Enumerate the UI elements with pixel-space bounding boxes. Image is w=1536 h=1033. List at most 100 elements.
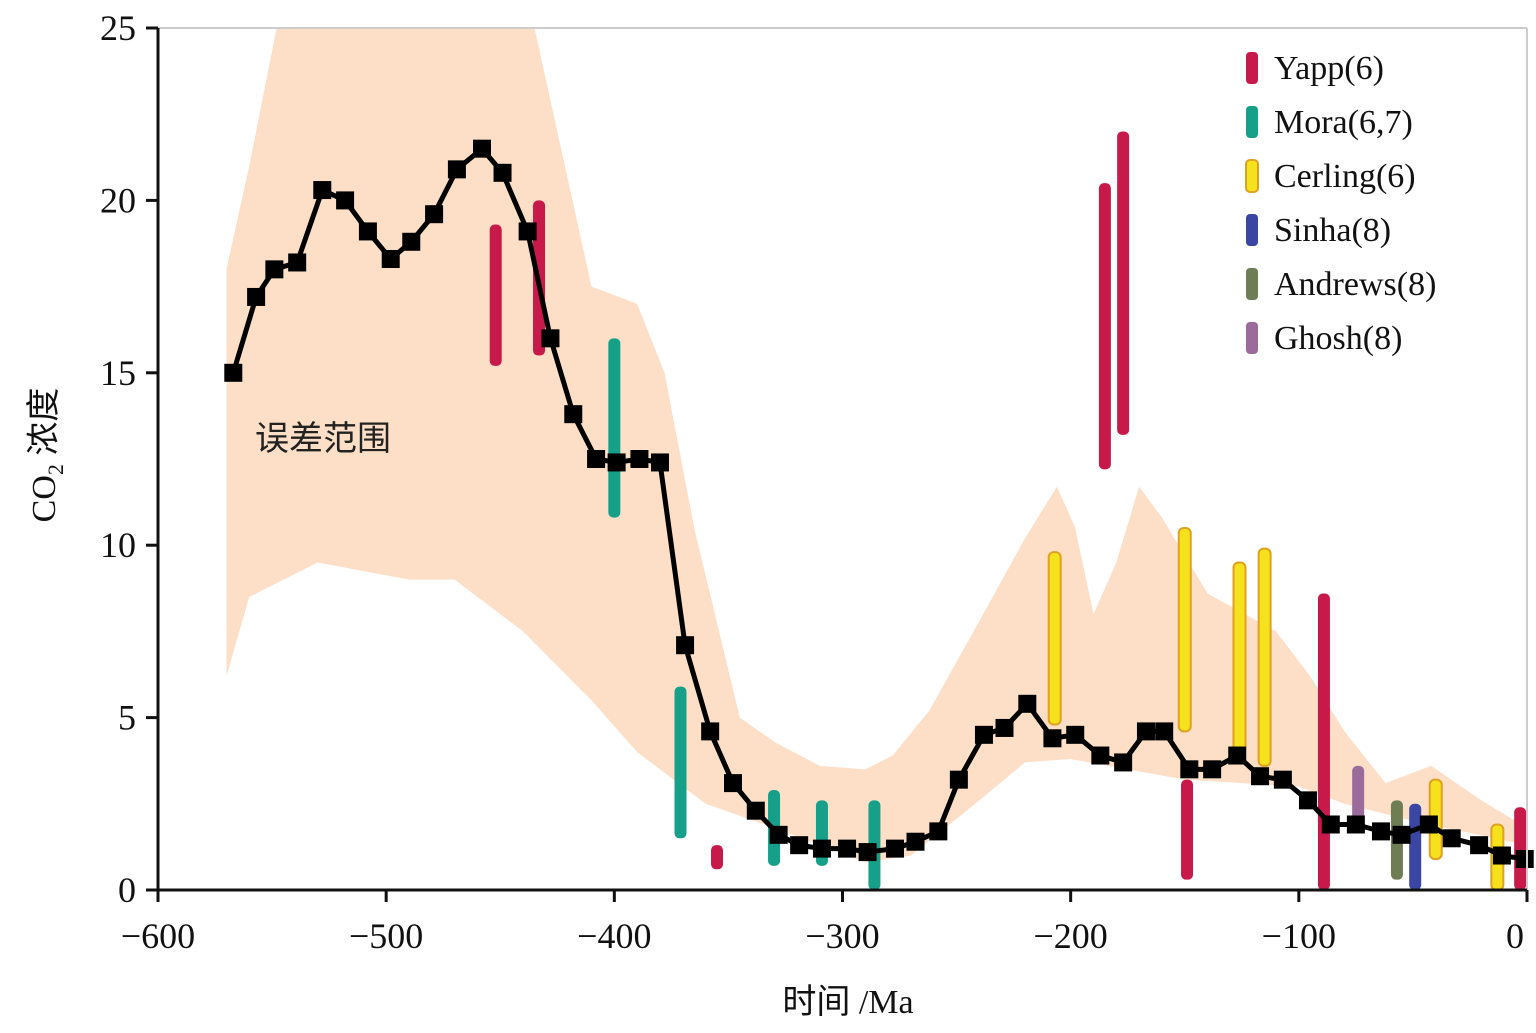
series-point-24 (769, 825, 788, 844)
legend-label-4: Andrews(8) (1274, 266, 1436, 303)
series-point-49 (1346, 815, 1365, 834)
series-point-21 (701, 722, 720, 741)
legend-swatch-1 (1246, 106, 1258, 138)
proxy-bar-2-0 (1047, 551, 1062, 726)
legend-swatch-5 (1246, 322, 1258, 354)
proxy-bar-0-7 (1514, 807, 1527, 890)
series-point-54 (1470, 836, 1489, 855)
series-point-53 (1442, 829, 1461, 848)
proxy-bar-2-2 (1232, 561, 1247, 754)
series-point-7 (381, 250, 400, 269)
legend: Yapp(6) Mora(6,7) Cerling(6) Sinha(8) Andrew… (1245, 50, 1436, 357)
series-point-56 (1515, 849, 1534, 868)
series-point-41 (1155, 722, 1174, 741)
y-axis-label-main: CO (26, 475, 63, 522)
x-tick-label: −300 (805, 916, 879, 956)
proxy-bar-1-0 (608, 338, 621, 518)
proxy-bar-5-0 (1352, 765, 1365, 825)
series-point-30 (906, 832, 925, 851)
series-point-1 (247, 287, 266, 306)
x-tick-label: −600 (121, 916, 195, 956)
y-axis-label-subscript: 2 (43, 464, 68, 475)
series-point-16 (587, 450, 606, 468)
series-point-27 (838, 839, 857, 858)
legend-swatch-2 (1245, 159, 1259, 193)
series-point-22 (723, 774, 742, 793)
y-axis-label-rest: 浓度 (25, 388, 63, 465)
x-tick-label: −100 (1262, 916, 1336, 956)
x-tick-label: −500 (349, 916, 423, 956)
series-point-37 (1066, 725, 1085, 744)
y-tick-label: 0 (118, 870, 136, 910)
series-point-26 (812, 839, 831, 858)
x-axis-label: 时间 /Ma (782, 984, 913, 1021)
series-point-50 (1371, 822, 1390, 841)
proxy-bar-2-3 (1257, 547, 1272, 767)
series-point-3 (288, 253, 307, 272)
y-tick-label: 5 (118, 698, 136, 738)
series-point-12 (493, 163, 512, 182)
series-point-33 (974, 725, 993, 744)
series-point-6 (358, 222, 377, 241)
series-point-8 (402, 232, 421, 251)
proxy-bar-0-0 (489, 224, 502, 366)
series-point-28 (858, 843, 877, 862)
y-tick-label: 15 (100, 353, 136, 393)
proxy-bar-0-4 (1117, 131, 1130, 435)
series-point-36 (1043, 729, 1062, 748)
series-point-44 (1228, 746, 1247, 765)
series-point-13 (518, 222, 537, 241)
y-tick-label: 25 (100, 8, 136, 48)
series-point-19 (650, 453, 669, 472)
proxy-bar-2-1 (1177, 526, 1192, 733)
proxy-bar-1-1 (674, 686, 687, 839)
series-point-42 (1180, 760, 1199, 779)
y-tick-label: 20 (100, 180, 136, 220)
series-point-17 (607, 453, 626, 472)
band-annotation: 误差范围 (255, 420, 391, 458)
legend-swatch-3 (1246, 214, 1258, 246)
legend-swatch-0 (1246, 52, 1258, 84)
series-point-23 (746, 801, 765, 820)
series-point-55 (1492, 846, 1511, 865)
error-band (226, 28, 1528, 863)
series-point-34 (995, 718, 1014, 737)
series-point-14 (541, 329, 560, 348)
series-point-48 (1321, 815, 1340, 834)
x-tick-label: −400 (577, 916, 651, 956)
series-point-9 (425, 205, 444, 224)
proxy-bar-0-5 (1181, 779, 1194, 880)
series-point-0 (224, 363, 243, 382)
legend-label-1: Mora(6,7) (1274, 104, 1413, 141)
series-point-47 (1298, 791, 1317, 810)
legend-swatch-4 (1246, 268, 1258, 300)
series-point-18 (630, 450, 649, 468)
legend-label-0: Yapp(6) (1274, 50, 1384, 87)
proxy-bar-0-6 (1317, 593, 1330, 890)
proxy-bar-3-0 (1409, 803, 1422, 890)
series-point-20 (676, 636, 695, 655)
series-point-25 (790, 836, 809, 855)
series-point-4 (313, 181, 332, 200)
series-point-11 (472, 139, 491, 158)
y-axis-label: CO2 浓度 (25, 388, 68, 523)
proxy-bar-0-2 (711, 845, 724, 870)
series-point-5 (336, 191, 355, 210)
series-point-15 (564, 405, 583, 424)
legend-label-5: Ghosh(8) (1274, 320, 1402, 357)
series-point-38 (1091, 746, 1110, 765)
y-tick-label: 10 (100, 525, 136, 565)
series-point-43 (1203, 760, 1222, 779)
series-point-35 (1018, 694, 1037, 713)
series-point-2 (265, 260, 284, 279)
series-point-40 (1136, 722, 1155, 741)
series-point-29 (885, 839, 904, 858)
proxy-bar-0-3 (1098, 183, 1111, 470)
series-point-46 (1273, 770, 1292, 789)
x-tick-label: 0 (1506, 916, 1524, 956)
series-point-51 (1392, 825, 1411, 844)
legend-label-3: Sinha(8) (1274, 212, 1391, 249)
series-point-52 (1419, 815, 1438, 834)
series-point-39 (1114, 753, 1133, 772)
